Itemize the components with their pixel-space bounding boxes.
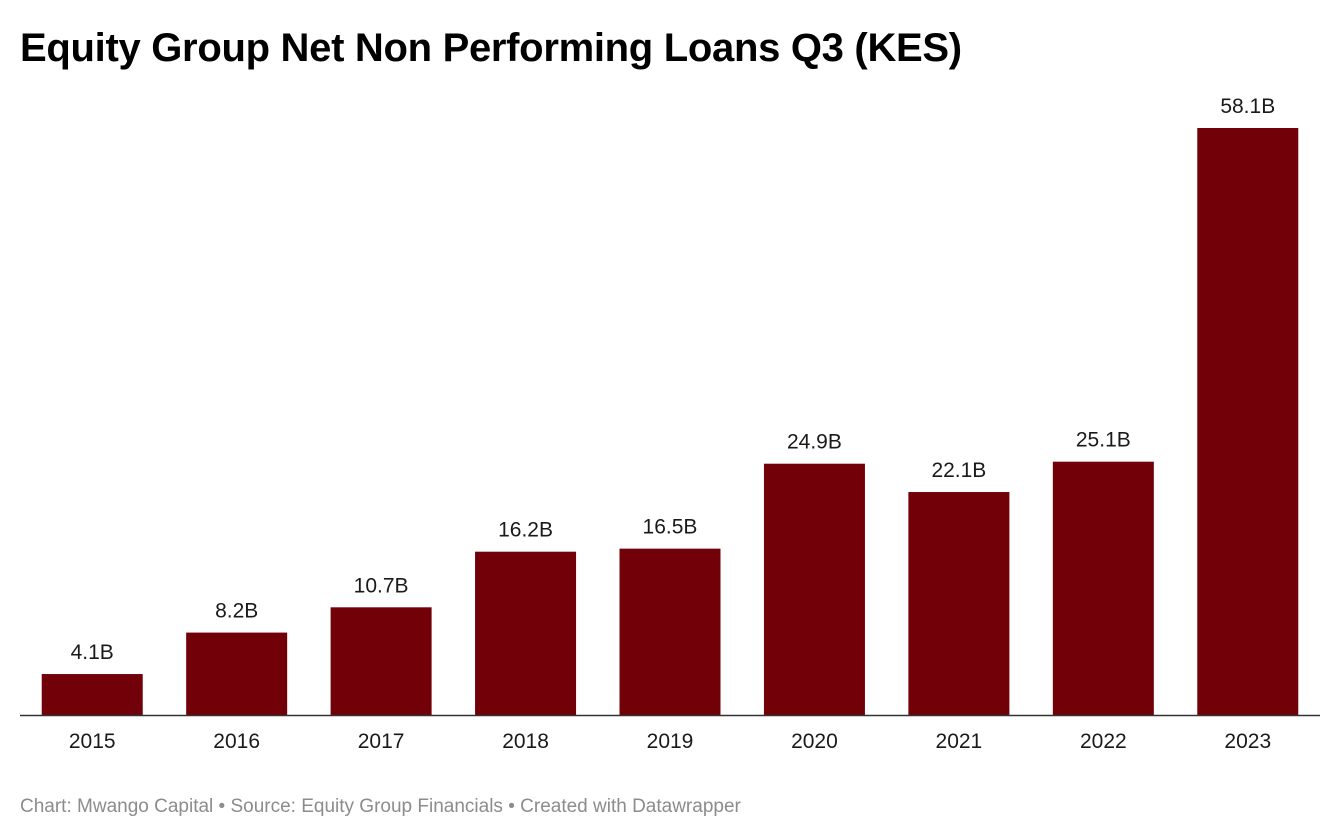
data-label-2020: 24.9B	[787, 431, 842, 454]
x-tick-label-2021: 2021	[936, 730, 983, 753]
chart-title: Equity Group Net Non Performing Loans Q3…	[20, 26, 962, 70]
bar-2018	[475, 551, 577, 716]
data-label-2022: 25.1B	[1076, 429, 1131, 452]
bar-2023	[1197, 128, 1299, 716]
x-axis-ticks: 2015 2016 2017 2018 2019 2020 2021 2022 2023	[69, 730, 1271, 753]
data-label-2023: 58.1B	[1220, 95, 1275, 118]
x-tick-label-2018: 2018	[502, 730, 549, 753]
bar-2016	[186, 632, 288, 716]
x-tick-label-2016: 2016	[213, 730, 260, 753]
x-tick-label-2017: 2017	[358, 730, 405, 753]
data-label-2015: 4.1B	[71, 641, 114, 664]
bar-2017	[330, 607, 432, 716]
x-tick-label-2020: 2020	[791, 730, 838, 753]
x-tick-label-2019: 2019	[647, 730, 694, 753]
bar-2019	[619, 548, 721, 716]
bar-2015	[41, 674, 143, 716]
x-tick-label-2015: 2015	[69, 730, 116, 753]
chart-footer-credit: Chart: Mwango Capital • Source: Equity G…	[20, 796, 741, 817]
data-labels-layer: 4.1B 8.2B 10.7B 16.2B 16.5B 24.9B 22.1B 25.1B 58…	[71, 95, 1276, 664]
data-label-2018: 16.2B	[498, 519, 553, 542]
data-label-2019: 16.5B	[643, 516, 698, 539]
data-label-2021: 22.1B	[931, 459, 986, 482]
bars-layer	[41, 128, 1299, 716]
bar-2020	[763, 463, 865, 716]
x-tick-label-2023: 2023	[1224, 730, 1271, 753]
bar-2021	[908, 492, 1010, 716]
bar-2022	[1052, 461, 1154, 716]
data-label-2016: 8.2B	[215, 600, 258, 623]
data-label-2017: 10.7B	[354, 574, 409, 597]
x-tick-label-2022: 2022	[1080, 730, 1127, 753]
